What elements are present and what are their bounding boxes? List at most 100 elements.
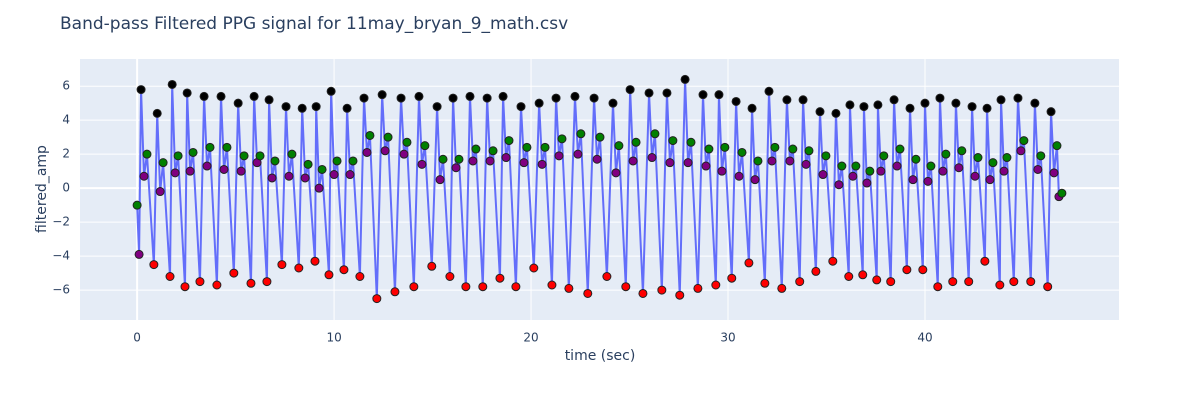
marker <box>564 283 574 293</box>
marker <box>136 85 146 95</box>
marker <box>359 93 369 103</box>
marker <box>339 265 349 275</box>
marker <box>611 168 621 178</box>
marker <box>985 175 995 185</box>
marker <box>478 282 488 292</box>
marker <box>1019 136 1029 146</box>
marker <box>570 91 580 101</box>
marker <box>621 282 631 292</box>
marker <box>892 161 902 171</box>
marker <box>720 142 730 152</box>
marker <box>348 156 358 166</box>
marker <box>908 175 918 185</box>
marker <box>438 154 448 164</box>
marker <box>488 146 498 156</box>
marker <box>435 175 445 185</box>
marker <box>149 260 159 270</box>
marker <box>303 159 313 169</box>
marker <box>182 88 192 98</box>
marker <box>782 95 792 105</box>
marker <box>529 263 539 273</box>
marker <box>911 154 921 164</box>
marker <box>399 149 409 159</box>
y-tick-label: −2 <box>52 215 70 229</box>
marker <box>236 166 246 176</box>
marker <box>1009 277 1019 287</box>
marker <box>155 187 165 197</box>
marker <box>498 91 508 101</box>
marker <box>132 200 142 210</box>
marker <box>995 280 1005 290</box>
marker <box>614 141 624 151</box>
marker <box>1057 188 1067 198</box>
marker <box>957 146 967 156</box>
marker <box>158 158 168 168</box>
marker <box>821 151 831 161</box>
marker <box>233 98 243 108</box>
marker <box>862 178 872 188</box>
marker <box>731 96 741 106</box>
marker <box>262 277 272 287</box>
marker <box>342 103 352 113</box>
marker <box>818 170 828 180</box>
marker <box>1036 151 1046 161</box>
marker <box>628 156 638 166</box>
marker <box>317 164 327 174</box>
marker <box>554 151 564 161</box>
marker <box>948 277 958 287</box>
marker <box>409 282 419 292</box>
marker <box>205 142 215 152</box>
marker <box>657 285 667 295</box>
marker <box>576 129 586 139</box>
marker <box>844 272 854 281</box>
marker <box>589 93 599 103</box>
marker <box>377 90 387 100</box>
marker <box>638 288 648 298</box>
marker <box>996 95 1006 105</box>
marker <box>277 260 287 270</box>
marker <box>501 153 511 163</box>
marker <box>448 93 458 103</box>
marker <box>876 166 886 176</box>
marker <box>516 102 526 112</box>
marker <box>665 158 675 168</box>
marker <box>534 98 544 108</box>
marker <box>938 166 948 176</box>
marker <box>314 183 324 193</box>
marker <box>345 170 355 180</box>
marker <box>482 93 492 103</box>
marker <box>519 158 529 168</box>
marker <box>980 256 990 266</box>
marker <box>332 156 342 166</box>
marker <box>267 173 277 183</box>
marker <box>954 163 964 173</box>
marker <box>668 136 678 146</box>
marker <box>461 282 471 292</box>
marker <box>828 256 838 266</box>
marker <box>471 144 481 154</box>
marker <box>764 86 774 96</box>
marker <box>355 272 365 281</box>
marker <box>284 171 294 181</box>
marker <box>747 103 757 113</box>
marker <box>701 161 711 171</box>
marker <box>662 88 672 98</box>
marker <box>592 154 602 164</box>
marker <box>767 156 777 166</box>
x-tick-label: 40 <box>917 331 932 345</box>
marker <box>760 278 770 288</box>
marker <box>602 272 612 281</box>
marker <box>222 142 232 152</box>
marker <box>1049 168 1059 178</box>
chart-title: Band-pass Filtered PPG signal for 11may_… <box>60 14 568 34</box>
marker <box>173 151 183 161</box>
y-tick-label: 6 <box>62 79 70 93</box>
marker <box>717 166 727 176</box>
marker <box>417 159 427 169</box>
marker <box>811 266 821 276</box>
marker <box>933 282 943 292</box>
marker <box>831 108 841 118</box>
y-axis-label: filtered_amp <box>34 145 50 233</box>
marker <box>573 149 583 159</box>
marker <box>1013 93 1023 103</box>
